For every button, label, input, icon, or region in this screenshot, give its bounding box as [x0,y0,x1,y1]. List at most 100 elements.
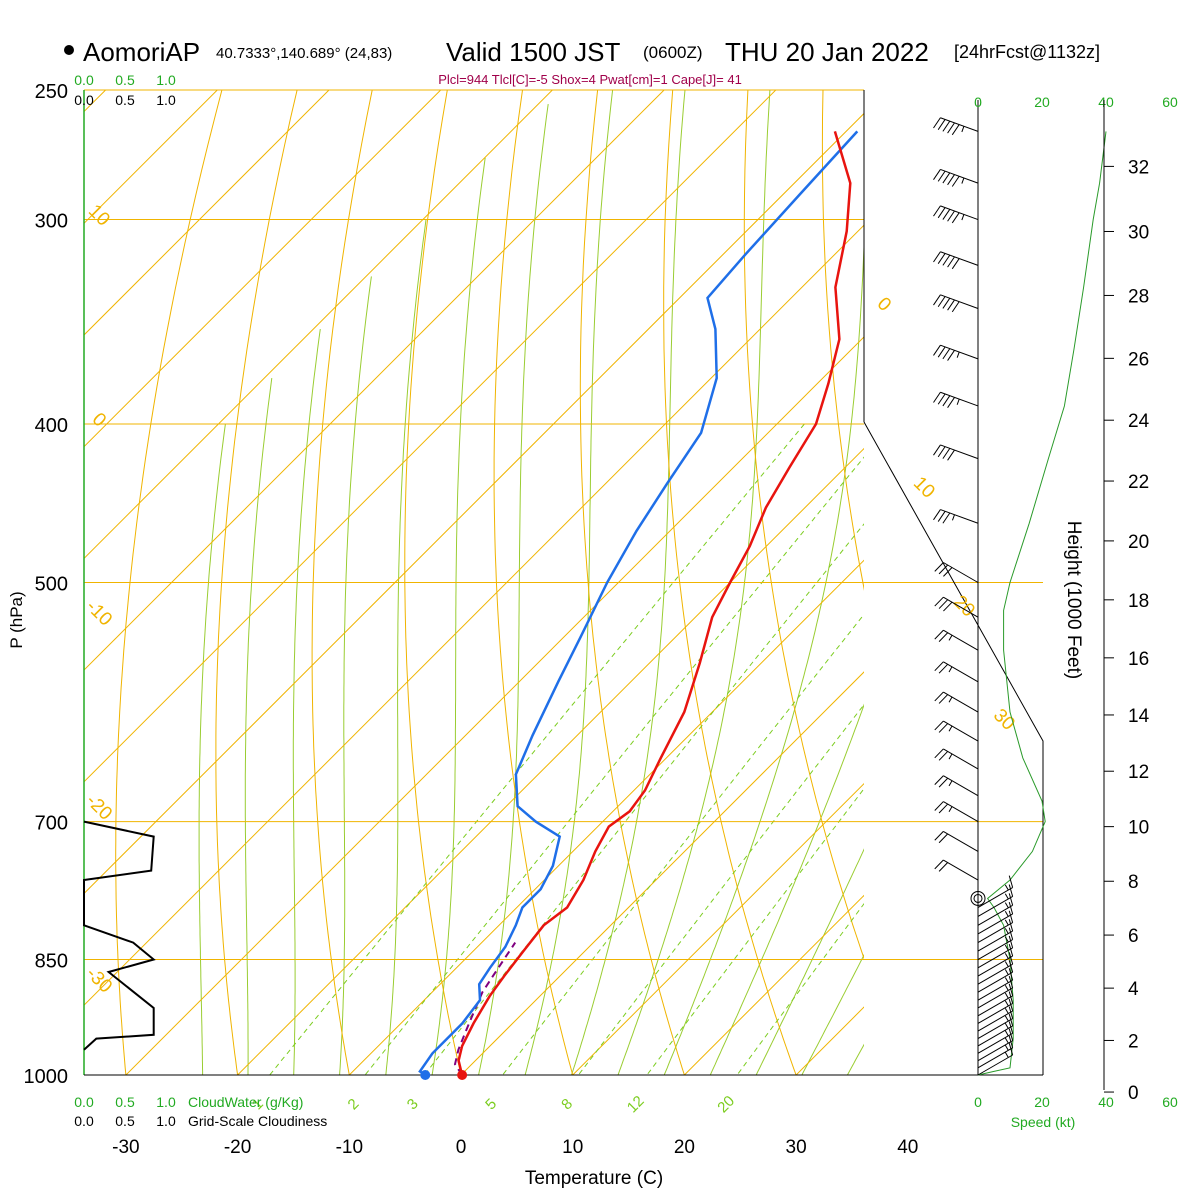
wind-barb-flag [937,170,946,182]
wind-barb-half-flag [1004,953,1009,959]
wind-barb-half-flag [1004,1000,1009,1007]
isotherm-line [84,112,864,895]
isotherm-line [84,224,864,1006]
dry-adiabat-line [311,90,373,1075]
wind-barb [934,801,979,823]
wind-barb-half-flag [1004,944,1009,951]
wind-barb-staff [977,987,1013,1009]
station-coords: 40.7333°,140.689° (24,83) [216,45,392,62]
wind-barb-flag [1008,884,1014,897]
dry-adiabat-line [115,90,223,1075]
moist-adiabat-line [385,219,427,1075]
wind-barb [934,629,979,651]
moist-adiabat-line [524,90,614,1075]
wind-barb-flag [1008,968,1014,981]
moist-adiabat-line [846,1043,864,1075]
isotherm-label: 30 [989,705,1019,735]
pressure-tick-label: 500 [35,574,68,596]
wind-barb-staff [943,801,979,823]
wind-barb [934,859,979,881]
height-tick-label: 18 [1128,591,1149,612]
dry-adiabat-line [1195,61,1200,1110]
wind-barb-staff [977,979,1013,1001]
height-tick-label: 2 [1128,1031,1139,1052]
speed-tick-label-bottom: 60 [1162,1094,1178,1110]
speed-tick-label-bottom: 40 [1098,1094,1114,1110]
wind-barb-staff [943,720,979,742]
wind-barb-half-flag [948,753,953,760]
height-tick-label: 12 [1128,762,1149,783]
speed-tick-label-top: 40 [1098,94,1114,110]
wind-barb-flag [937,253,946,264]
wind-barb-half-flag [948,696,953,703]
wind-barb-flag [934,748,944,759]
dry-adiabat-line [743,90,864,960]
wind-barb-flag [938,777,949,788]
height-tick-label: 22 [1128,472,1149,493]
isotherm-line [348,559,864,1075]
wind-barb-flag [934,720,944,731]
wind-barb-flag [942,254,951,266]
wind-barb-flag [951,301,960,313]
wind-barb [933,344,979,361]
wind-barb-staff [943,748,979,770]
dry-adiabat-line [898,61,1149,1110]
wind-barb-staff [943,629,979,651]
cloud-tick-label-top: 0.5 [115,92,135,108]
dry-adiabat-line [972,61,1200,1110]
height-tick-label: 4 [1128,979,1139,1000]
wind-barb-flag [938,564,949,575]
wind-barb-half-flag [1004,961,1009,967]
speed-tick-label-top: 60 [1162,94,1178,110]
wind-barb [977,927,1014,960]
wind-barb-half-flag [948,780,953,787]
wind-barb [934,775,979,797]
valid-zulu: (0600Z) [643,43,703,62]
wind-barb-flag [933,444,941,456]
wind-barb-flag [933,294,941,306]
dry-adiabat-line [404,90,462,1075]
wind-barb-staff [940,444,979,460]
wind-barb-flag [937,296,946,308]
cloud-tick-label-top: 1.0 [156,92,176,108]
pressure-tick-label: 700 [35,813,68,835]
speed-tick-label-bottom: 0 [974,1094,982,1110]
wind-barb-half-flag [948,634,953,641]
wind-barb-half-flag [1004,1037,1009,1044]
wind-barb-flag [947,397,955,408]
wind-barb-flag [938,694,949,704]
moist-adiabat-line [873,61,1200,1110]
isotherm-line [795,1006,864,1075]
wind-barb-flag [942,395,951,407]
wind-barb [977,910,1014,944]
calm-wind-inner-circle [973,893,983,903]
cloud-tick-label-bottom: 0.5 [115,1113,135,1129]
wind-barb [977,960,1014,993]
wind-barb-flag [947,350,955,361]
wind-barb-flag [942,512,951,524]
wind-barb-flag [934,801,944,811]
height-tick-label: 26 [1128,349,1149,370]
dry-adiabat-line [663,90,797,1075]
isotherm-label: 20 [949,592,979,622]
isotherm-line [125,336,864,1075]
wind-barb-staff [943,562,979,583]
height-tick-label: 24 [1128,411,1150,432]
pressure-axis-title: P (hPa) [7,591,26,648]
wind-barb-flag [934,661,944,672]
surface-dewpoint-marker [420,1070,431,1080]
wind-barb-flag [942,172,951,184]
wind-barb-flag [947,299,955,311]
isotherm-line [460,671,864,1075]
wind-barb-flag [933,251,941,263]
wind-barb-half-flag [1004,893,1009,900]
wind-barb-flag [1008,991,1014,1004]
speed-tick-label-top: 20 [1034,94,1050,110]
wind-barb-flag [933,169,941,180]
wind-barb [933,444,979,461]
height-tick-label: 14 [1128,706,1150,727]
wind-barb [934,596,979,618]
isotherm-label: -30 [82,963,116,997]
wind-barb-flag [947,174,955,186]
